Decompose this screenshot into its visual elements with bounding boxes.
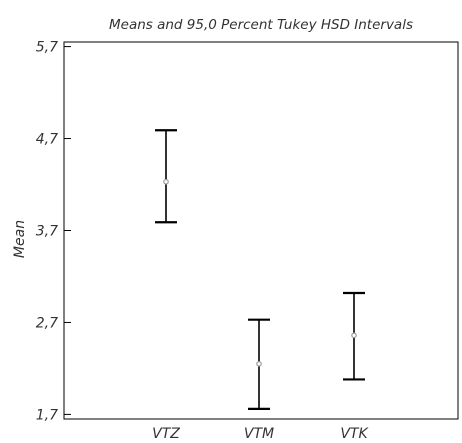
- x-tick-label-vtz: VTZ: [152, 426, 180, 442]
- y-axis-tick-labels: 1,7 2,7 3,7 4,7 5,7: [36, 40, 58, 424]
- y-tick-label-4: 5,7: [36, 40, 58, 56]
- x-tick-label-vtm: VTM: [244, 426, 274, 442]
- interval-vtz: [155, 129, 177, 224]
- y-tick-label-2: 3,7: [36, 224, 58, 240]
- mean-point-vtk: [351, 332, 357, 339]
- mean-point-vtz: [163, 178, 169, 185]
- chart-title: Means and 95,0 Percent Tukey HSD Interva…: [109, 17, 413, 33]
- interval-vtm: [248, 318, 270, 410]
- mean-point-vtm: [256, 361, 262, 367]
- y-tick-label-3: 4,7: [36, 132, 58, 148]
- y-tick-label-1: 2,7: [36, 315, 58, 331]
- interval-series: [155, 129, 365, 410]
- x-axis-tick-labels: VTZ VTM VTK: [152, 426, 369, 442]
- y-axis-ticks: [64, 46, 71, 415]
- y-axis-title: Mean: [12, 220, 28, 258]
- interval-vtk: [343, 291, 365, 381]
- y-tick-label-0: 1,7: [36, 407, 58, 423]
- x-tick-label-vtk: VTK: [340, 426, 369, 442]
